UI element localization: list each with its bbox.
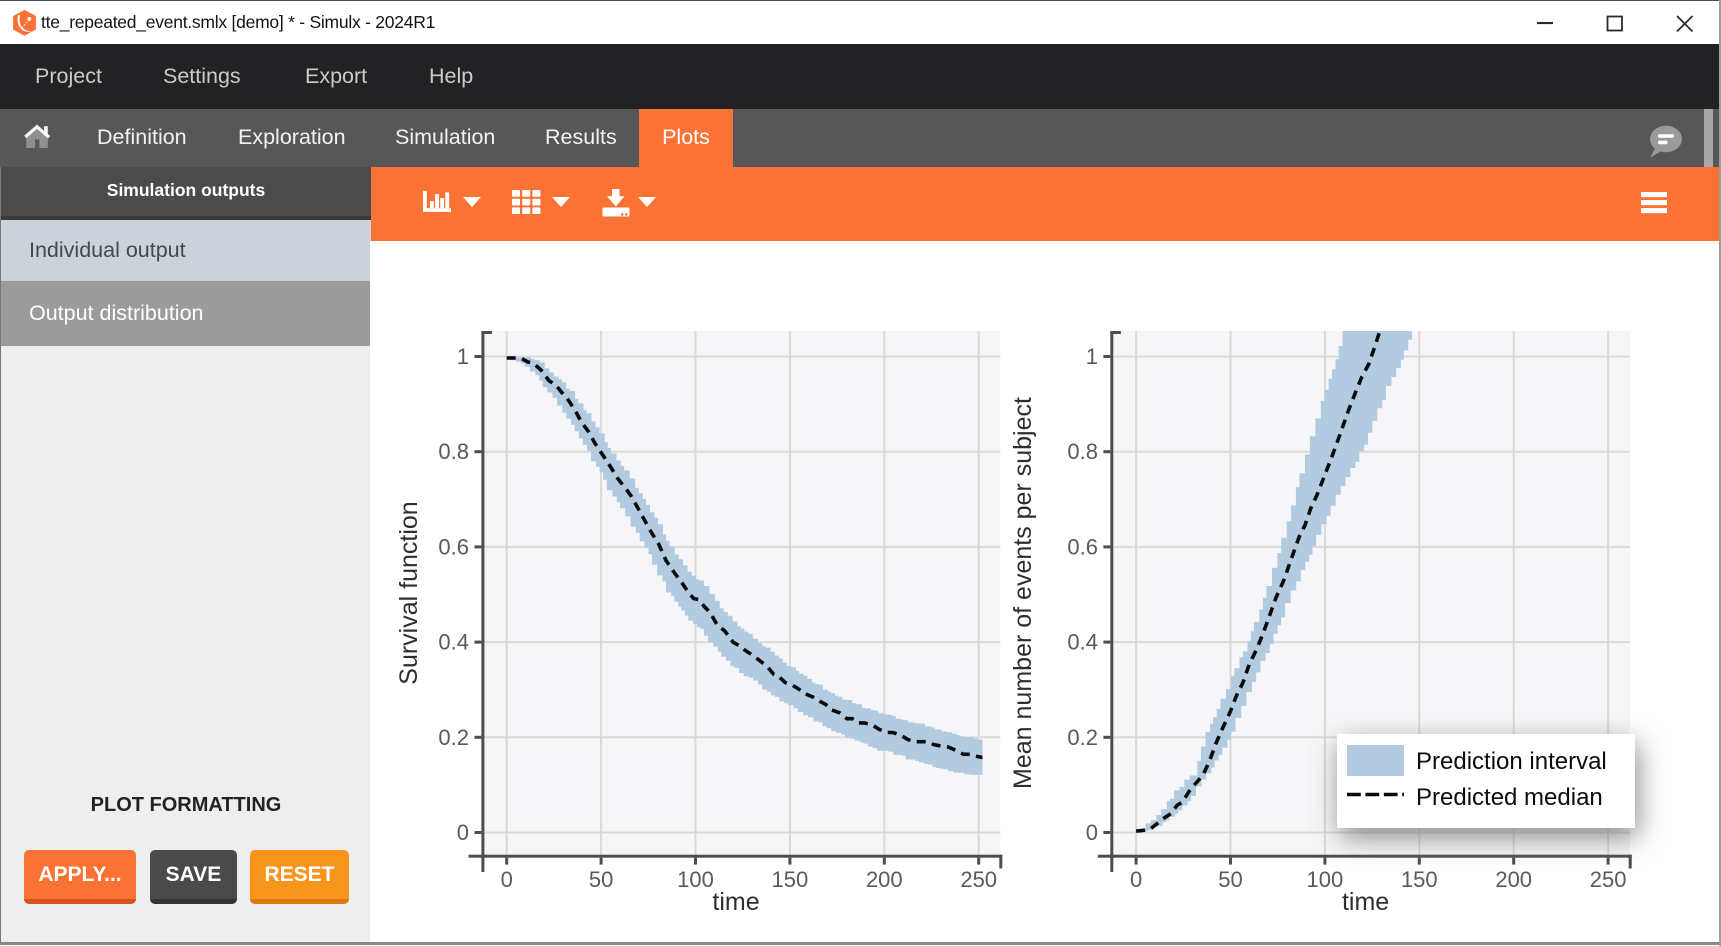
svg-text:Prediction interval: Prediction interval (1416, 748, 1607, 775)
svg-text:0: 0 (1130, 867, 1142, 892)
svg-text:Predicted median: Predicted median (1416, 784, 1603, 811)
svg-text:1: 1 (457, 344, 469, 369)
svg-text:0.4: 0.4 (1067, 630, 1098, 655)
svg-text:250: 250 (1590, 867, 1627, 892)
svg-text:50: 50 (1218, 867, 1242, 892)
svg-text:time: time (712, 888, 759, 916)
svg-text:time: time (1342, 888, 1389, 916)
svg-text:0.8: 0.8 (1067, 439, 1098, 464)
svg-text:Mean number of events per subj: Mean number of events per subject (1009, 397, 1037, 789)
svg-text:0.2: 0.2 (1067, 725, 1098, 750)
svg-text:200: 200 (866, 867, 903, 892)
svg-text:0: 0 (1086, 820, 1098, 845)
svg-text:100: 100 (1307, 867, 1344, 892)
svg-text:0.6: 0.6 (1067, 534, 1098, 559)
svg-text:0.8: 0.8 (438, 439, 469, 464)
svg-text:0.6: 0.6 (438, 534, 469, 559)
svg-text:1: 1 (1086, 344, 1098, 369)
svg-text:0: 0 (501, 867, 513, 892)
svg-text:150: 150 (1401, 867, 1438, 892)
svg-text:150: 150 (772, 867, 809, 892)
svg-text:50: 50 (589, 867, 613, 892)
svg-text:0.4: 0.4 (438, 630, 469, 655)
svg-text:0: 0 (457, 820, 469, 845)
svg-text:Survival function: Survival function (395, 501, 423, 684)
svg-text:200: 200 (1495, 867, 1532, 892)
svg-text:100: 100 (677, 867, 714, 892)
svg-text:0.2: 0.2 (438, 725, 469, 750)
svg-text:250: 250 (960, 867, 997, 892)
